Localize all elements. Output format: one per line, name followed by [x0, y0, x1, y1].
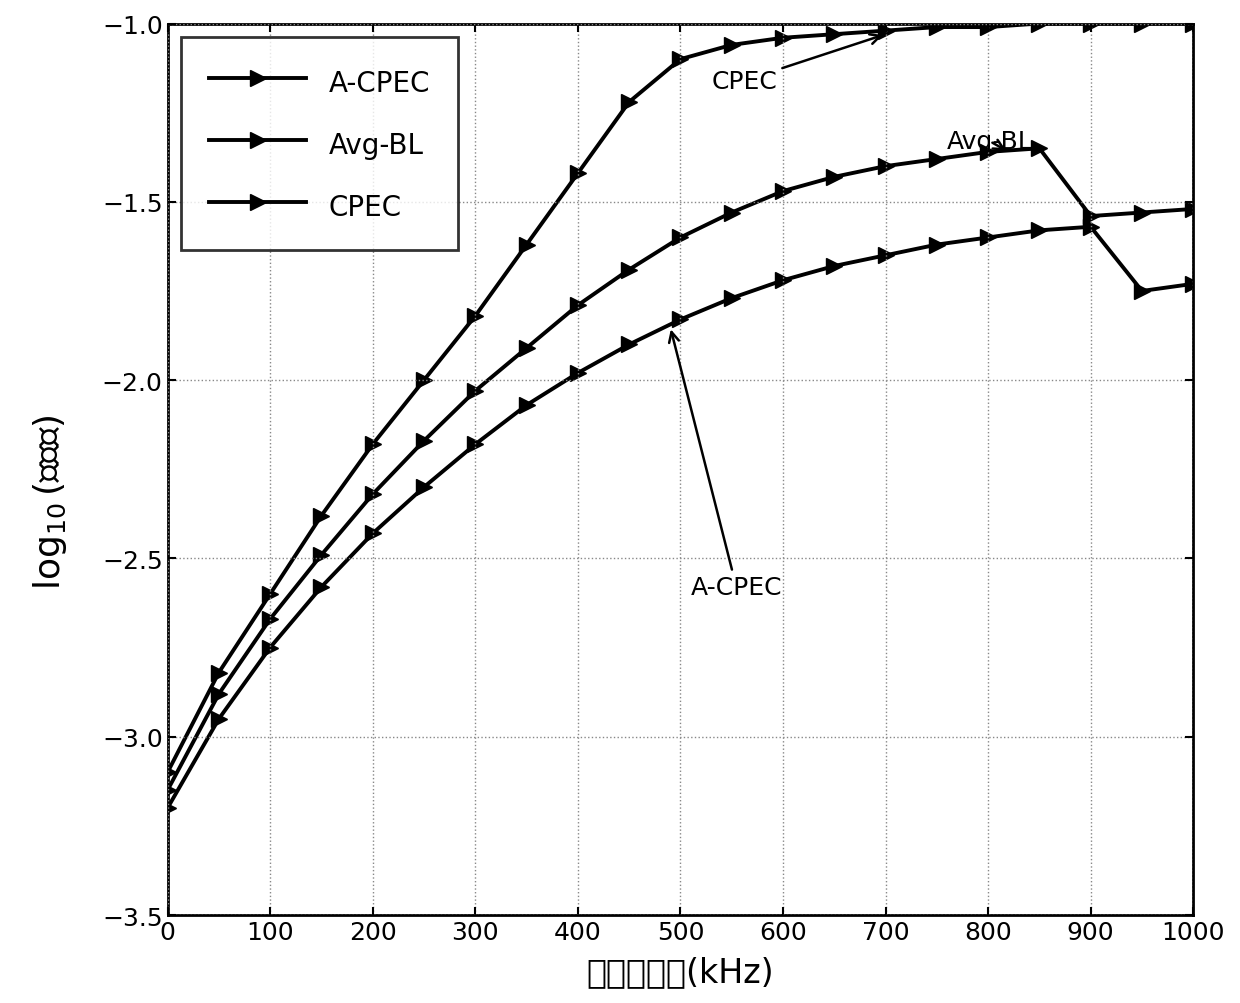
- Avg-BL: [520, 343, 534, 355]
- CPEC: [366, 439, 381, 451]
- CPEC: [314, 511, 329, 523]
- CPEC: [1032, 18, 1047, 30]
- CPEC: [1084, 18, 1099, 30]
- Text: A-CPEC: A-CPEC: [670, 333, 782, 600]
- Avg-BL: [1185, 204, 1200, 216]
- Text: Avg-BL: Avg-BL: [947, 130, 1033, 154]
- Avg-BL: [467, 385, 482, 397]
- CPEC: [827, 29, 842, 41]
- A-CPEC: [930, 240, 945, 252]
- Avg-BL: [775, 186, 790, 198]
- A-CPEC: [1084, 222, 1099, 234]
- Text: $\log_{10}$(误码率): $\log_{10}$(误码率): [31, 414, 68, 589]
- Avg-BL: [981, 146, 996, 158]
- Avg-BL: [621, 264, 636, 276]
- Avg-BL: [211, 688, 226, 700]
- A-CPEC: [878, 250, 893, 262]
- Avg-BL: [673, 233, 688, 245]
- Avg-BL: [724, 208, 739, 220]
- Avg-BL: [160, 784, 175, 796]
- Avg-BL: [1032, 143, 1047, 155]
- A-CPEC: [570, 367, 585, 379]
- Avg-BL: [314, 550, 329, 562]
- Avg-BL: [366, 488, 381, 500]
- A-CPEC: [211, 713, 226, 725]
- CPEC: [520, 240, 534, 252]
- Legend: A-CPEC, Avg-BL, CPEC: A-CPEC, Avg-BL, CPEC: [181, 38, 458, 251]
- A-CPEC: [827, 261, 842, 273]
- CPEC: [211, 667, 226, 679]
- Avg-BL: [827, 172, 842, 184]
- CPEC: [878, 26, 893, 38]
- CPEC: [775, 33, 790, 45]
- A-CPEC: [417, 481, 432, 493]
- CPEC: [570, 169, 585, 181]
- A-CPEC: [467, 439, 482, 451]
- Avg-BL: [878, 160, 893, 173]
- Avg-BL: [263, 614, 278, 626]
- CPEC: [263, 589, 278, 601]
- A-CPEC: [366, 528, 381, 540]
- A-CPEC: [1185, 279, 1200, 291]
- X-axis label: 激光器线宽(kHz): 激光器线宽(kHz): [587, 955, 774, 988]
- A-CPEC: [314, 582, 329, 594]
- Line: CPEC: CPEC: [160, 17, 1200, 780]
- A-CPEC: [621, 339, 636, 351]
- CPEC: [673, 54, 688, 66]
- Line: A-CPEC: A-CPEC: [160, 220, 1200, 815]
- Avg-BL: [1135, 208, 1149, 220]
- CPEC: [417, 375, 432, 387]
- Avg-BL: [930, 153, 945, 165]
- CPEC: [930, 22, 945, 34]
- A-CPEC: [263, 642, 278, 654]
- A-CPEC: [673, 314, 688, 326]
- A-CPEC: [1135, 286, 1149, 298]
- A-CPEC: [520, 399, 534, 411]
- A-CPEC: [981, 233, 996, 245]
- CPEC: [724, 40, 739, 52]
- Avg-BL: [1084, 211, 1099, 223]
- Avg-BL: [417, 435, 432, 447]
- CPEC: [1185, 18, 1200, 30]
- Text: CPEC: CPEC: [712, 35, 880, 93]
- A-CPEC: [775, 275, 790, 287]
- A-CPEC: [1032, 225, 1047, 237]
- Line: Avg-BL: Avg-BL: [160, 141, 1200, 798]
- A-CPEC: [160, 802, 175, 814]
- CPEC: [160, 766, 175, 778]
- CPEC: [621, 97, 636, 109]
- CPEC: [981, 22, 996, 34]
- A-CPEC: [724, 293, 739, 305]
- CPEC: [1135, 18, 1149, 30]
- CPEC: [467, 311, 482, 323]
- Avg-BL: [570, 300, 585, 312]
